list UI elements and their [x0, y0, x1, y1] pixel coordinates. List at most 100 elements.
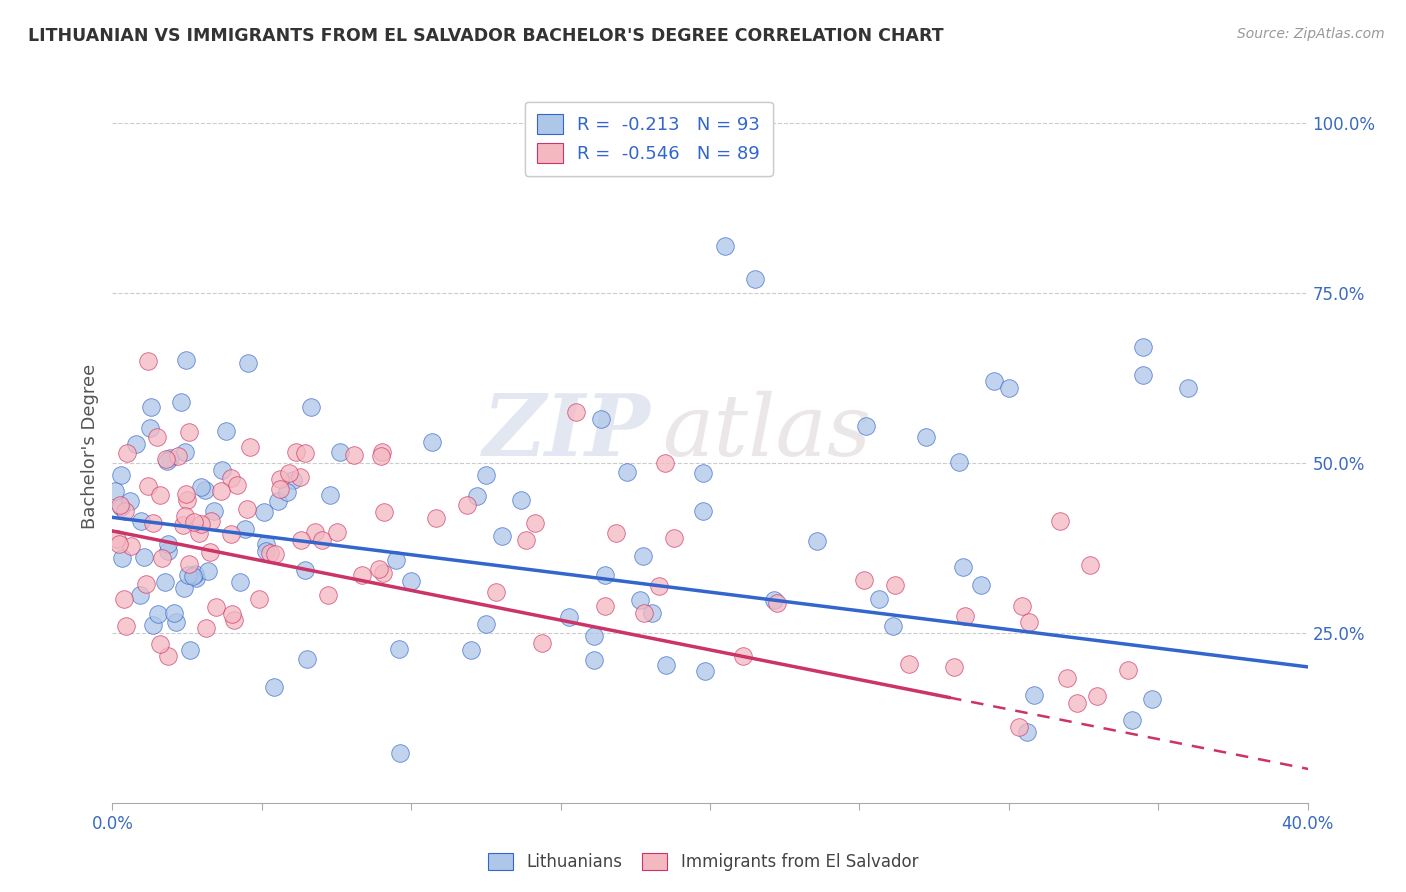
Point — [564, 405, 586, 419]
Point — [173, 581, 195, 595]
Point — [110, 500, 132, 515]
Point — [174, 487, 197, 501]
Point — [263, 680, 285, 694]
Point — [110, 468, 132, 483]
Point — [460, 643, 482, 657]
Point — [648, 578, 671, 592]
Point — [855, 419, 877, 434]
Point — [269, 483, 291, 497]
Point — [283, 473, 305, 487]
Point — [456, 498, 478, 512]
Point — [247, 592, 270, 607]
Point — [194, 483, 217, 497]
Point — [693, 664, 716, 678]
Point — [1018, 615, 1040, 629]
Point — [352, 567, 374, 582]
Point — [616, 465, 638, 479]
Point — [150, 551, 173, 566]
Point — [239, 440, 262, 454]
Point — [211, 463, 233, 477]
Point — [184, 567, 207, 582]
Point — [1066, 696, 1088, 710]
Point — [159, 450, 181, 465]
Point — [371, 444, 394, 458]
Point — [882, 619, 904, 633]
Point — [177, 425, 200, 440]
Point — [371, 566, 394, 581]
Point — [763, 592, 786, 607]
Point — [157, 544, 180, 558]
Point — [515, 533, 537, 548]
Point — [111, 551, 134, 566]
Point — [174, 509, 197, 524]
Point — [139, 421, 162, 435]
Point — [153, 574, 176, 589]
Legend: R =  -0.213   N = 93, R =  -0.546   N = 89: R = -0.213 N = 93, R = -0.546 N = 89 — [524, 102, 773, 176]
Point — [136, 478, 159, 492]
Point — [530, 635, 553, 649]
Point — [655, 657, 678, 672]
Point — [1177, 381, 1199, 395]
Point — [367, 562, 389, 576]
Text: Source: ZipAtlas.com: Source: ZipAtlas.com — [1237, 27, 1385, 41]
Point — [142, 516, 165, 531]
Point — [165, 615, 187, 630]
Point — [633, 606, 655, 620]
Point — [399, 574, 422, 589]
Point — [163, 606, 186, 620]
Point — [198, 544, 221, 558]
Point — [181, 569, 204, 583]
Point — [225, 478, 247, 492]
Point — [285, 445, 308, 459]
Point — [883, 578, 905, 592]
Text: LITHUANIAN VS IMMIGRANTS FROM EL SALVADOR BACHELOR'S DEGREE CORRELATION CHART: LITHUANIAN VS IMMIGRANTS FROM EL SALVADO… — [28, 27, 943, 45]
Point — [1085, 689, 1108, 703]
Point — [388, 642, 411, 657]
Point — [942, 659, 965, 673]
Point — [108, 498, 131, 512]
Point — [174, 353, 197, 368]
Point — [484, 584, 506, 599]
Point — [744, 272, 766, 286]
Point — [276, 485, 298, 500]
Point — [170, 395, 193, 409]
Point — [311, 533, 333, 548]
Point — [425, 510, 447, 524]
Point — [329, 445, 352, 459]
Point — [294, 446, 316, 460]
Point — [114, 504, 136, 518]
Point — [177, 567, 200, 582]
Point — [510, 492, 533, 507]
Point — [467, 489, 489, 503]
Point — [184, 571, 207, 585]
Point — [631, 549, 654, 564]
Point — [319, 488, 342, 502]
Point — [852, 573, 875, 587]
Point — [654, 456, 676, 470]
Point — [733, 649, 755, 664]
Point — [179, 557, 201, 571]
Point — [108, 537, 131, 551]
Point — [115, 445, 138, 459]
Point — [766, 596, 789, 610]
Point — [1132, 368, 1154, 382]
Point — [491, 529, 513, 543]
Point — [156, 648, 179, 663]
Point — [236, 501, 259, 516]
Point — [129, 514, 152, 528]
Point — [1056, 671, 1078, 685]
Point — [200, 514, 222, 528]
Point — [118, 494, 141, 508]
Point — [299, 400, 322, 414]
Point — [190, 517, 212, 532]
Point — [662, 531, 685, 545]
Point — [238, 356, 260, 370]
Point — [190, 480, 212, 494]
Point — [219, 527, 242, 541]
Point — [288, 470, 311, 484]
Point — [114, 619, 136, 633]
Point — [105, 533, 128, 547]
Point — [591, 412, 613, 426]
Point — [136, 354, 159, 368]
Point — [595, 599, 617, 613]
